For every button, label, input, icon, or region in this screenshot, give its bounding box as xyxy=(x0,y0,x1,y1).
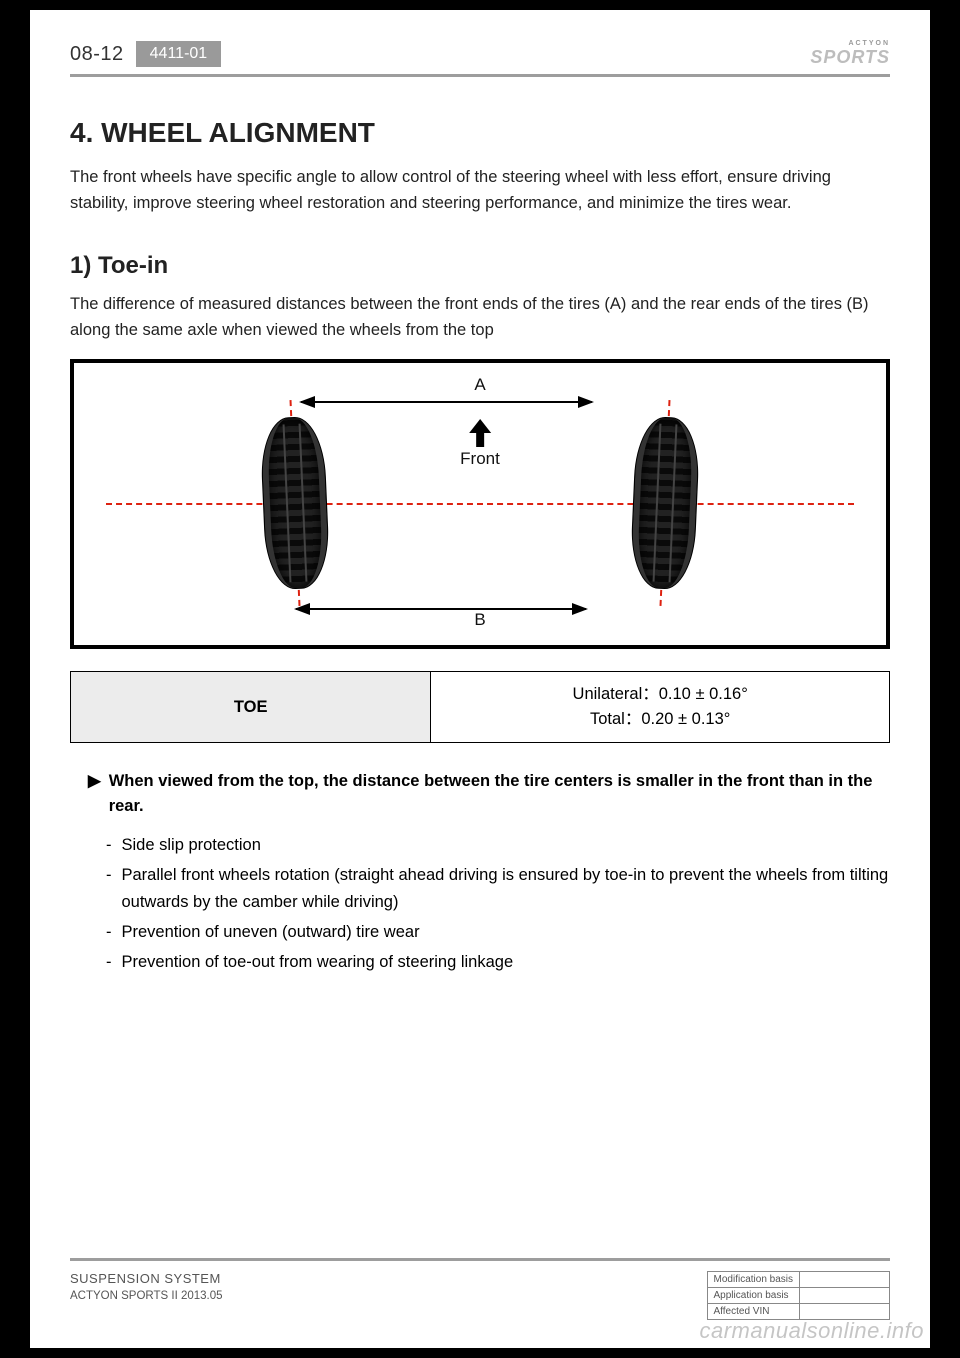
list-item: - Prevention of uneven (outward) tire we… xyxy=(106,919,890,945)
dash-bullet-icon: - xyxy=(106,832,112,858)
dash-bullet-icon: - xyxy=(106,919,112,945)
dimension-label-a: A xyxy=(474,375,485,395)
footer-cell-value xyxy=(800,1272,890,1288)
manual-page: 08-12 4411-01 ACTYON SPORTS 4. WHEEL ALI… xyxy=(30,10,930,1348)
table-row: TOE Unilateral：0.10 ± 0.16° Total：0.20 ±… xyxy=(71,672,890,743)
toe-spec-value: Unilateral：0.10 ± 0.16° Total：0.20 ± 0.1… xyxy=(431,672,890,743)
toe-spec-table: TOE Unilateral：0.10 ± 0.16° Total：0.20 ±… xyxy=(70,671,890,743)
list-item-text: Side slip protection xyxy=(122,832,261,858)
front-indicator: Front xyxy=(460,419,500,469)
triangle-bullet-icon: ▶ xyxy=(88,769,101,820)
brand-top: ACTYON xyxy=(810,40,890,47)
list-item-text: Prevention of toe-out from wearing of st… xyxy=(122,949,514,975)
toe-spec-label: TOE xyxy=(71,672,431,743)
toe-total: Total：0.20 ± 0.13° xyxy=(443,707,877,732)
dash-bullet-icon: - xyxy=(106,862,112,915)
arrowhead-icon xyxy=(578,396,594,408)
footer-left: SUSPENSION SYSTEM ACTYON SPORTS II 2013.… xyxy=(70,1271,223,1302)
list-item: - Prevention of toe-out from wearing of … xyxy=(106,949,890,975)
watermark: carmanualsonline.info xyxy=(699,1318,924,1344)
toe-in-diagram: A Front B xyxy=(70,359,890,649)
brand-main: SPORTS xyxy=(810,47,890,68)
model-name: ACTYON SPORTS II 2013.05 xyxy=(70,1290,223,1302)
arrow-up-icon xyxy=(471,419,489,447)
front-label: Front xyxy=(460,449,500,469)
right-tire xyxy=(630,417,699,590)
toe-unilateral: Unilateral：0.10 ± 0.16° xyxy=(443,682,877,707)
arrowhead-icon xyxy=(294,603,310,615)
footer-cell-label: Modification basis xyxy=(707,1272,799,1288)
tire-icon xyxy=(260,417,329,590)
table-row: Application basis xyxy=(707,1288,889,1304)
dimension-line-b xyxy=(296,608,586,610)
arrowhead-icon xyxy=(299,396,315,408)
header-rule xyxy=(70,74,890,77)
left-tire xyxy=(260,417,329,590)
brand-logo: ACTYON SPORTS xyxy=(810,40,890,68)
header-left: 08-12 4411-01 xyxy=(70,41,221,67)
intro-paragraph: The front wheels have specific angle to … xyxy=(70,165,890,216)
heading-toe-in: 1) Toe-in xyxy=(70,252,890,280)
note-sublist: - Side slip protection - Parallel front … xyxy=(106,832,890,976)
system-name: SUSPENSION SYSTEM xyxy=(70,1271,223,1286)
table-row: Modification basis xyxy=(707,1272,889,1288)
page-number: 08-12 xyxy=(70,43,124,66)
axle-centerline xyxy=(106,503,854,505)
page-header: 08-12 4411-01 ACTYON SPORTS xyxy=(70,40,890,68)
note-block: ▶ When viewed from the top, the distance… xyxy=(88,769,890,976)
footer-rule xyxy=(70,1258,890,1261)
page-footer: SUSPENSION SYSTEM ACTYON SPORTS II 2013.… xyxy=(70,1258,890,1320)
list-item-text: Parallel front wheels rotation (straight… xyxy=(122,862,891,915)
dash-bullet-icon: - xyxy=(106,949,112,975)
arrowhead-icon xyxy=(572,603,588,615)
dimension-line-a xyxy=(301,401,592,403)
list-item-text: Prevention of uneven (outward) tire wear xyxy=(122,919,420,945)
note-text: When viewed from the top, the distance b… xyxy=(109,769,890,820)
tire-icon xyxy=(630,417,699,590)
list-item: - Side slip protection xyxy=(106,832,890,858)
heading-wheel-alignment: 4. WHEEL ALIGNMENT xyxy=(70,117,890,149)
footer-cell-label: Application basis xyxy=(707,1288,799,1304)
dimension-label-b: B xyxy=(474,610,485,630)
note-heading: ▶ When viewed from the top, the distance… xyxy=(88,769,890,820)
footer-row: SUSPENSION SYSTEM ACTYON SPORTS II 2013.… xyxy=(70,1271,890,1320)
list-item: - Parallel front wheels rotation (straig… xyxy=(106,862,890,915)
footer-cell-value xyxy=(800,1288,890,1304)
footer-revision-table: Modification basis Application basis Aff… xyxy=(707,1271,890,1320)
toe-in-description: The difference of measured distances bet… xyxy=(70,292,890,343)
section-code-box: 4411-01 xyxy=(136,41,222,67)
